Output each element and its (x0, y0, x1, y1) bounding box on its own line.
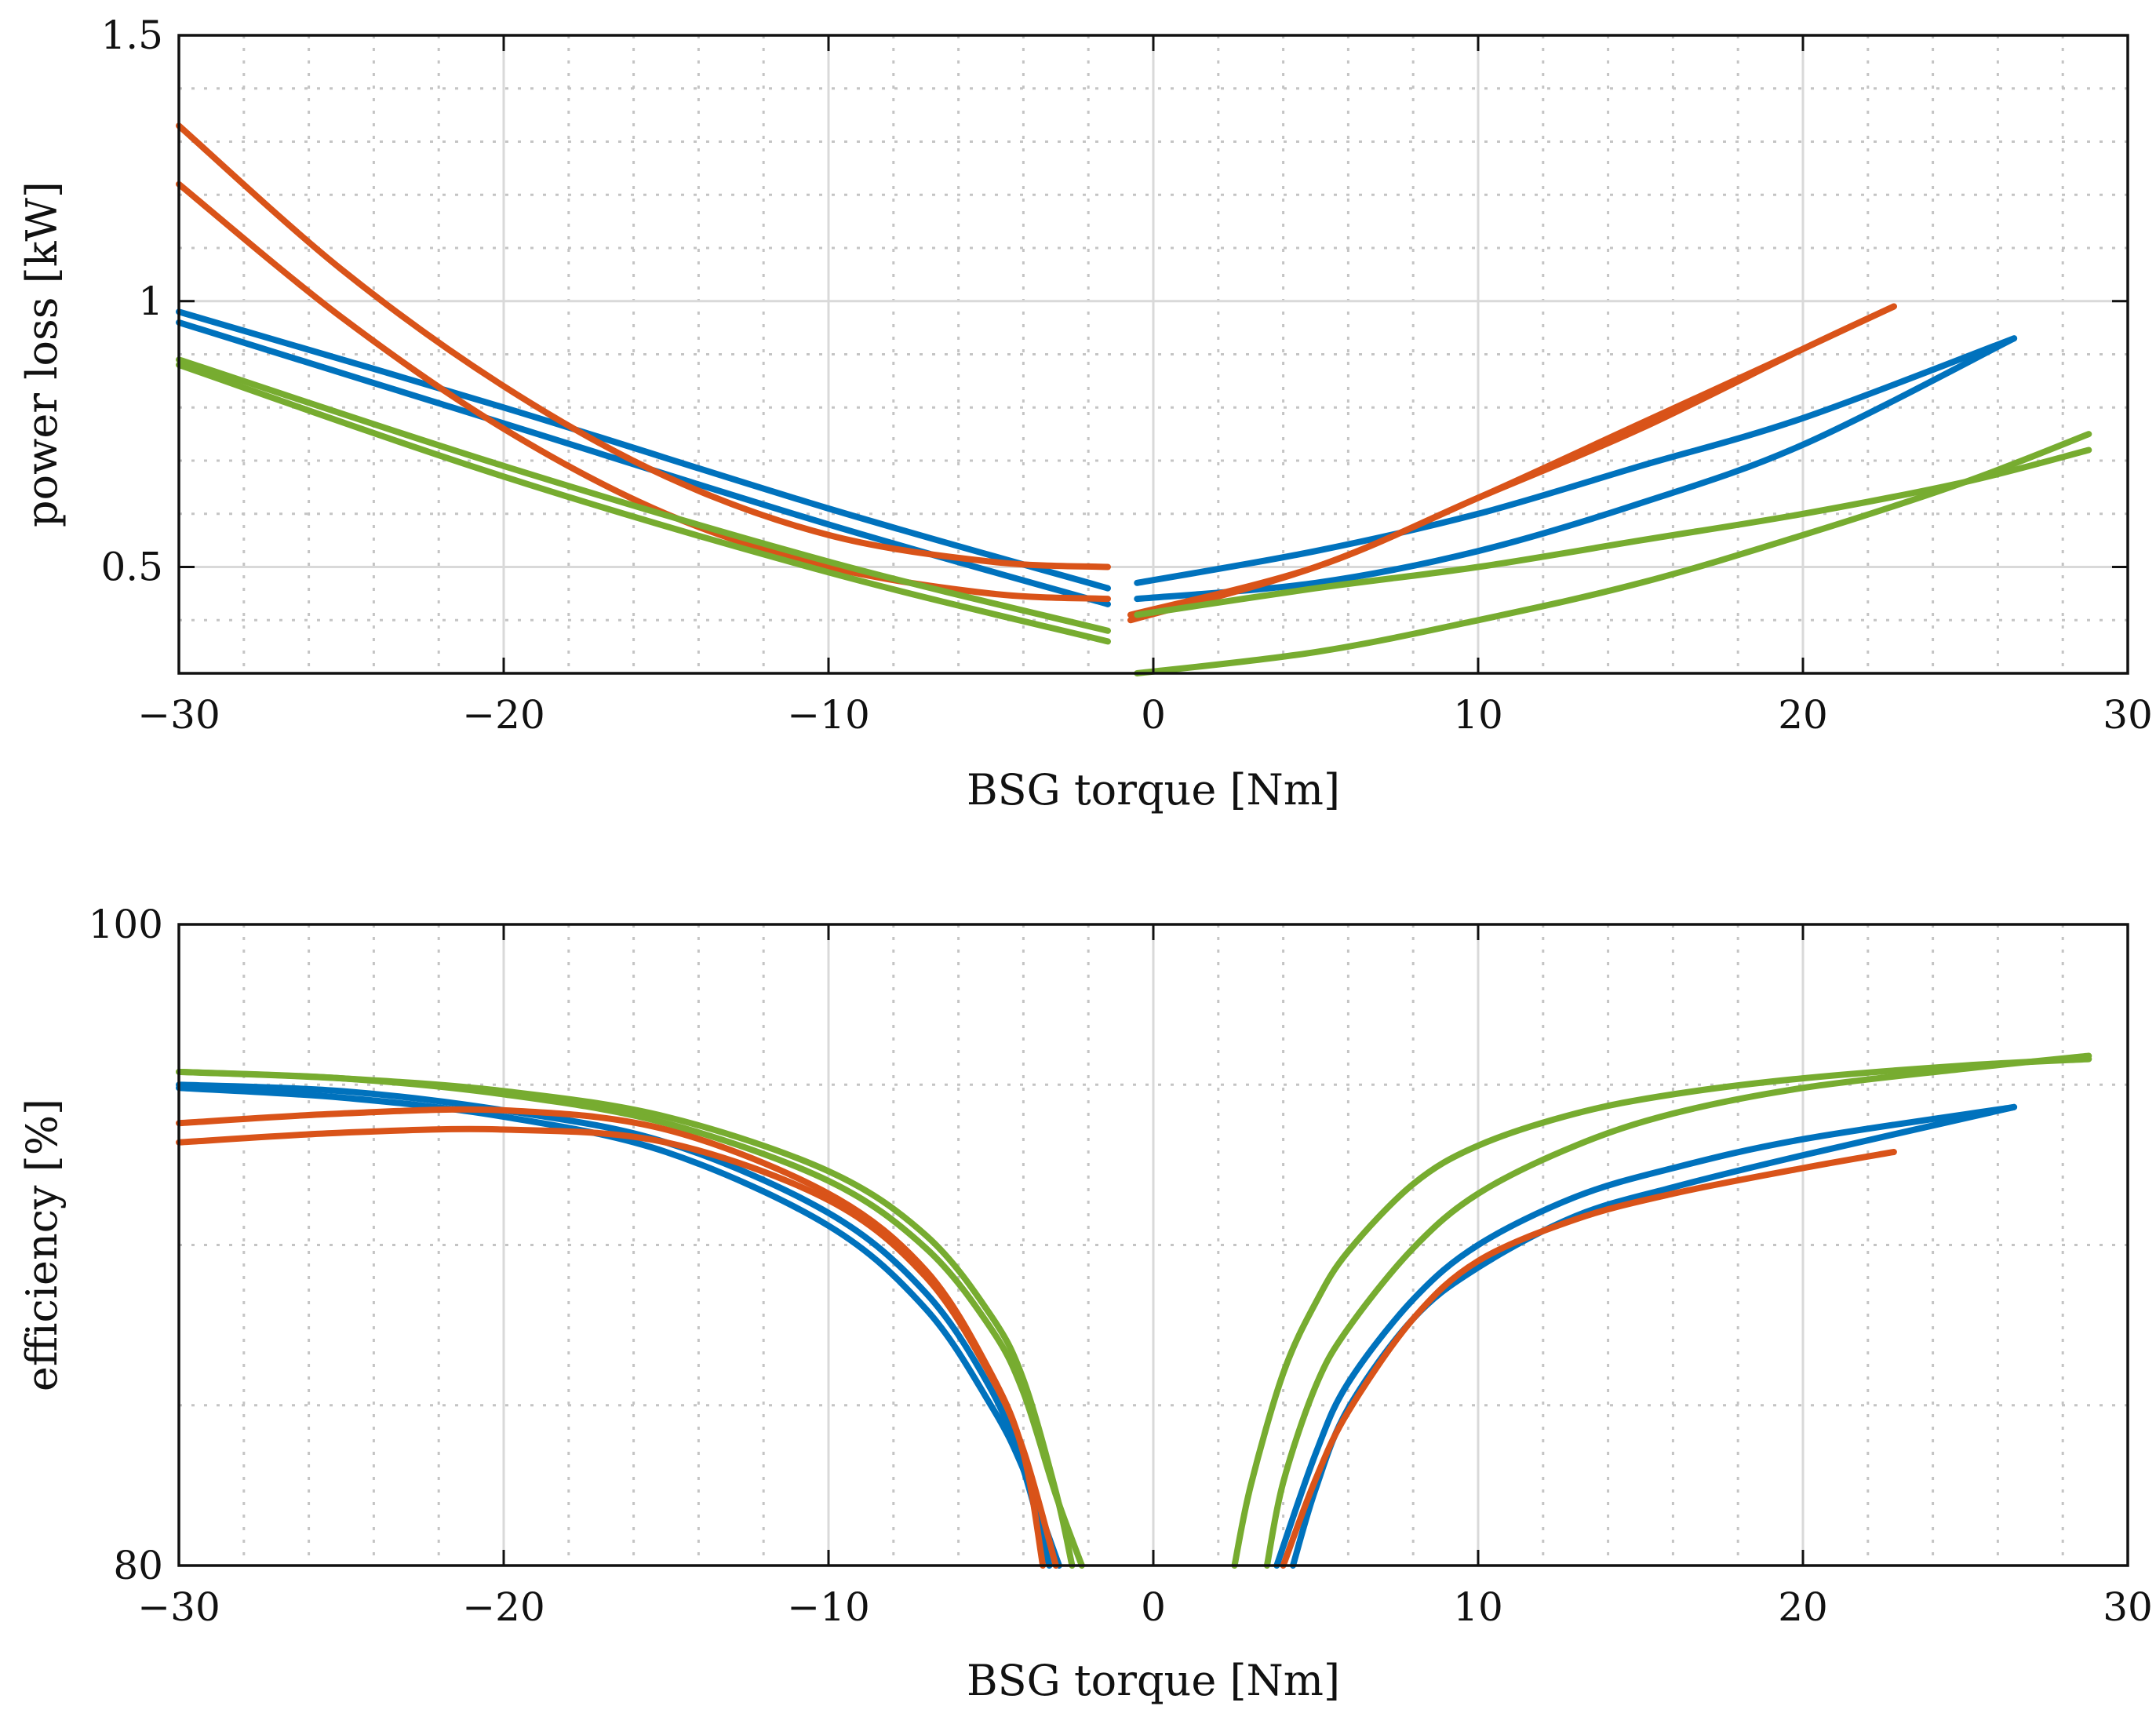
power-loss-series-green-1-neg (176, 356, 1111, 634)
power-loss-series-orange-1-neg (176, 122, 1111, 571)
power-loss-y-tick-label: 1 (138, 279, 163, 324)
efficiency-x-tick-label: 0 (1141, 1584, 1166, 1630)
efficiency-series-blue-2-pos (1273, 1103, 2018, 1569)
power-loss-series-blue-1-pos (1134, 335, 2018, 586)
power-loss-series-orange-2-neg (176, 180, 1111, 603)
efficiency-x-tick-label: −30 (137, 1584, 220, 1630)
power-loss-x-tick-label: −20 (462, 692, 545, 738)
efficiency-series-green-1-pos (1231, 1055, 2092, 1569)
efficiency-x-tick-label: 20 (1778, 1584, 1828, 1630)
power-loss-y-tick-label: 0.5 (100, 545, 163, 590)
power-loss-x-tick-label: −30 (137, 692, 220, 738)
power-loss-series-blue-2-pos (1134, 335, 2018, 603)
power-loss-series-green-2-pos (1134, 431, 2092, 676)
power-loss-panel: −30 −20 −10 0 10 20 300.511.5 BSG torque [Nm] … (17, 13, 2153, 815)
efficiency-ticks: −30 −20 −10 0 10 20 30 80 100 (89, 902, 2153, 1630)
power-loss-x-tick-label: −10 (787, 692, 870, 738)
efficiency-series (176, 1052, 2092, 1569)
efficiency-series-green-2-neg (176, 1068, 1085, 1569)
efficiency-x-tick-label: 10 (1453, 1584, 1503, 1630)
power-loss-x-axis-label: BSG torque [Nm] (967, 765, 1340, 815)
efficiency-series-orange-1-pos (1280, 1149, 1897, 1569)
power-loss-x-tick-label: 30 (2103, 692, 2153, 738)
efficiency-x-axis-label: BSG torque [Nm] (967, 1656, 1340, 1705)
efficiency-series-blue-1-neg (176, 1081, 1053, 1569)
efficiency-y-tick-label: 80 (113, 1543, 163, 1588)
power-loss-x-tick-label: 0 (1141, 692, 1166, 738)
efficiency-series-blue-2-neg (176, 1085, 1062, 1569)
power-loss-ticks: −30 −20 −10 0 10 20 30 0.5 1 1.5 (100, 13, 2152, 738)
power-loss-y-axis-label: power loss [kW] (17, 181, 67, 527)
power-loss-series-blue-1-neg (176, 308, 1111, 592)
power-loss-series-green-2-neg (176, 362, 1111, 645)
power-loss-y-tick-label: 1.5 (100, 13, 163, 58)
efficiency-y-tick-label: 100 (89, 902, 163, 947)
power-loss-x-tick-label: 20 (1778, 692, 1828, 738)
efficiency-series-orange-2-neg (176, 1125, 1059, 1569)
power-loss-x-tick-label: 10 (1453, 692, 1503, 738)
efficiency-series-green-2-pos (1263, 1052, 2092, 1569)
power-loss-series (176, 122, 2092, 676)
efficiency-panel: −30 −20 −10 0 10 20 30 80 100 BSG torque [Nm] ef… (17, 902, 2153, 1705)
efficiency-x-tick-label: 30 (2103, 1584, 2153, 1630)
power-loss-grid (179, 35, 2128, 673)
power-loss-series-orange-2-pos (1127, 303, 1897, 624)
efficiency-x-tick-label: −10 (787, 1584, 870, 1630)
efficiency-x-tick-label: −20 (462, 1584, 545, 1630)
efficiency-y-axis-label: efficiency [%] (17, 1099, 67, 1391)
